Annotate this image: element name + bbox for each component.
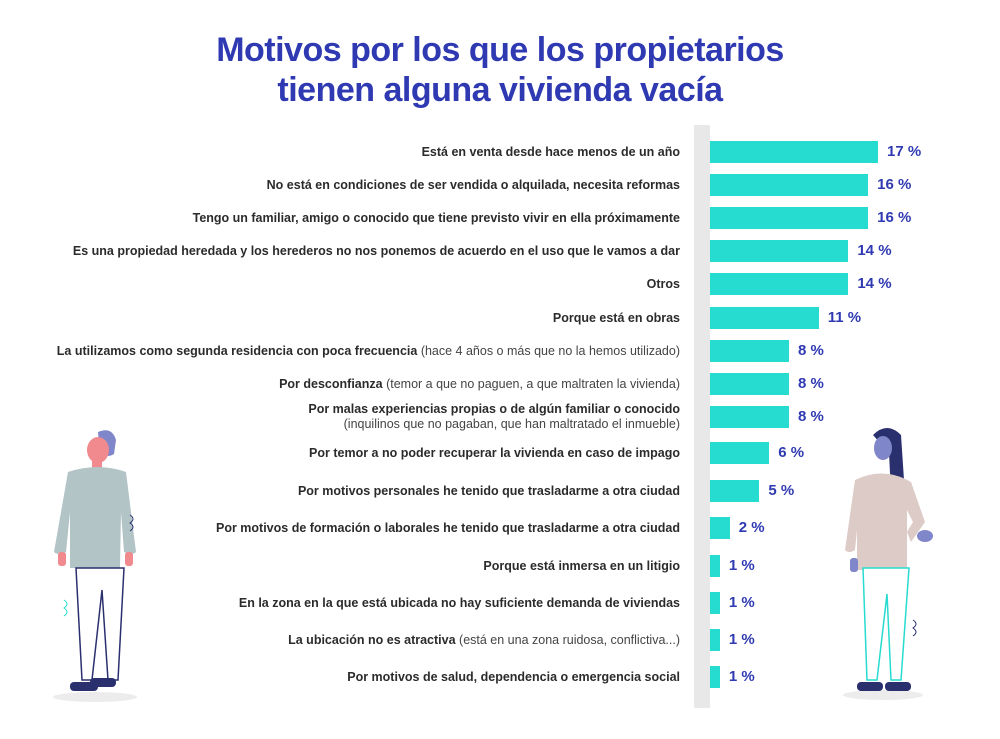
category-label: Tengo un familiar, amigo o conocido que …: [193, 211, 680, 226]
category-label: Otros: [647, 277, 680, 292]
bar: [710, 592, 720, 614]
category-label: Por motivos de salud, dependencia o emer…: [347, 670, 680, 685]
chart-title-line-2: tienen alguna vivienda vacía: [277, 71, 723, 109]
value-label: 8 %: [798, 408, 824, 425]
value-label: 17 %: [887, 143, 922, 160]
category-label-main: Otros: [646, 276, 680, 291]
value-label: 8 %: [798, 342, 824, 359]
category-label: Es una propiedad heredada y los heredero…: [73, 244, 680, 259]
category-label: En la zona en la que está ubicada no hay…: [239, 596, 680, 611]
category-label: Por malas experiencias propias o de algú…: [308, 402, 680, 432]
category-label-main: Está en venta desde hace menos de un año: [421, 144, 680, 159]
value-label: 11 %: [827, 309, 862, 326]
category-label-note: (inquilinos que no pagaban, que han malt…: [343, 417, 680, 431]
value-label: 1 %: [728, 594, 755, 611]
category-label: Por desconfianza (temor a que no paguen,…: [279, 377, 680, 392]
value-label: 5 %: [768, 482, 795, 499]
bar: [710, 207, 869, 229]
bar: [710, 141, 878, 163]
chart-title: Motivos por los que los propietarios tie…: [0, 30, 1000, 110]
bar: [710, 240, 849, 262]
value-label: 1 %: [728, 631, 755, 648]
category-label: Porque está inmersa en un litigio: [483, 559, 680, 574]
category-label: La utilizamos como segunda residencia co…: [57, 344, 680, 359]
value-label: 14 %: [857, 275, 892, 292]
bar: [710, 517, 730, 539]
man-illustration: [53, 430, 137, 702]
bar: [710, 307, 819, 329]
category-label-main: Por desconfianza: [279, 376, 383, 391]
category-label-main: Es una propiedad heredada y los heredero…: [72, 243, 680, 258]
category-label: No está en condiciones de ser vendida o …: [267, 178, 680, 193]
bar: [710, 373, 790, 395]
value-label: 6 %: [778, 444, 805, 461]
category-label: Por motivos de formación o laborales he …: [216, 521, 680, 536]
axis-strip: [694, 125, 710, 708]
category-label-main: Tengo un familiar, amigo o conocido que …: [192, 210, 680, 225]
value-label: 16 %: [877, 176, 912, 193]
category-label-main: No está en condiciones de ser vendida o …: [266, 177, 680, 192]
bar: [710, 480, 760, 502]
category-label-main: Por motivos de salud, dependencia o emer…: [347, 669, 680, 684]
value-label: 16 %: [877, 209, 912, 226]
category-label-main: Por motivos de formación o laborales he …: [215, 520, 680, 535]
value-label: 8 %: [798, 375, 824, 392]
category-label: Porque está en obras: [553, 311, 680, 326]
value-label: 1 %: [728, 557, 755, 574]
bar: [710, 442, 770, 464]
category-label: Por temor a no poder recuperar la vivien…: [309, 446, 680, 461]
category-label: La ubicación no es atractiva (está en un…: [288, 633, 680, 648]
category-label-note: (está en una zona ruidosa, conflictiva..…: [459, 632, 680, 647]
bar: [710, 555, 720, 577]
category-label-note: (temor a que no paguen, a que maltraten …: [386, 376, 680, 391]
bar: [710, 174, 869, 196]
bar: [710, 666, 720, 688]
woman-illustration: [843, 428, 933, 700]
category-label-main: Porque está en obras: [552, 310, 680, 325]
category-label-note: (hace 4 años o más que no la hemos utili…: [420, 343, 680, 358]
category-label: Está en venta desde hace menos de un año: [422, 145, 680, 160]
category-label-main: En la zona en la que está ubicada no hay…: [238, 595, 680, 610]
category-label-main: Por motivos personales he tenido que tra…: [297, 483, 680, 498]
value-label: 2 %: [738, 519, 765, 536]
bar: [710, 629, 720, 651]
bar: [710, 406, 790, 428]
category-label: Por motivos personales he tenido que tra…: [298, 484, 680, 499]
chart-title-line-1: Motivos por los que los propietarios: [216, 31, 784, 69]
category-label-main: La utilizamos como segunda residencia co…: [56, 343, 418, 358]
bar: [710, 340, 790, 362]
bar: [710, 273, 849, 295]
value-label: 14 %: [857, 242, 892, 259]
category-label-main: La ubicación no es atractiva: [288, 632, 456, 647]
category-label-main: Porque está inmersa en un litigio: [483, 558, 680, 573]
category-label-main: Por malas experiencias propias o de algú…: [308, 402, 680, 416]
category-label-main: Por temor a no poder recuperar la vivien…: [309, 445, 680, 460]
value-label: 1 %: [728, 668, 755, 685]
